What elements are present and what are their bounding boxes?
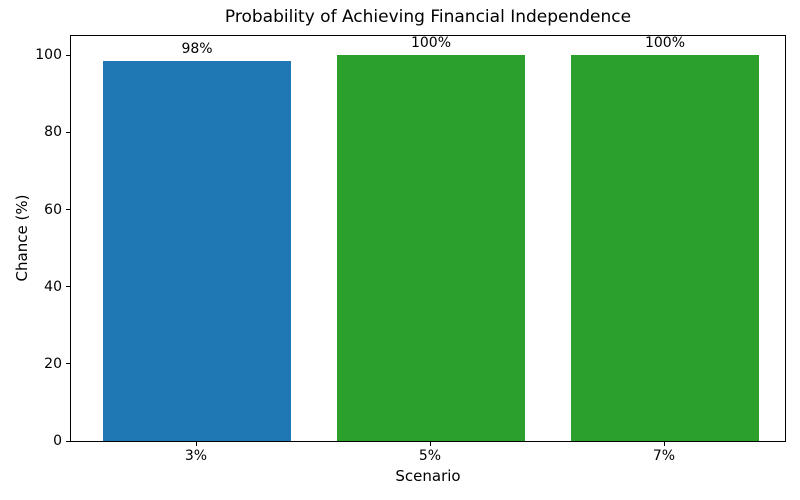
- bar-value-label: 100%: [644, 35, 686, 52]
- x-tick-label: 5%: [418, 448, 442, 464]
- y-tick-label: 0: [53, 433, 62, 449]
- bar: [337, 55, 525, 441]
- x-tick: [664, 442, 665, 446]
- y-tick: [66, 209, 70, 211]
- y-tick: [66, 131, 70, 133]
- x-tick-label: 7%: [652, 448, 676, 464]
- bar-value-label: 98%: [181, 41, 213, 58]
- x-axis-label: Scenario: [395, 467, 461, 485]
- bar-value-label: 100%: [410, 35, 452, 52]
- y-tick: [66, 363, 70, 365]
- y-tick: [66, 54, 70, 56]
- bar: [571, 55, 759, 441]
- y-tick-label: 100: [35, 47, 62, 64]
- x-tick-label: 3%: [184, 448, 208, 464]
- y-tick: [66, 286, 70, 288]
- x-tick: [196, 442, 197, 446]
- x-tick: [430, 442, 431, 446]
- y-tick-label: 20: [44, 355, 62, 372]
- y-axis-label: Chance (%): [13, 194, 31, 282]
- y-tick-label: 80: [44, 124, 62, 141]
- bar: [103, 61, 291, 441]
- chart-title: Probability of Achieving Financial Indep…: [224, 7, 632, 27]
- y-tick-label: 60: [44, 201, 62, 218]
- y-tick: [66, 440, 70, 442]
- y-tick-label: 40: [44, 278, 62, 295]
- plot-area: 98% 100% 100%: [70, 35, 786, 442]
